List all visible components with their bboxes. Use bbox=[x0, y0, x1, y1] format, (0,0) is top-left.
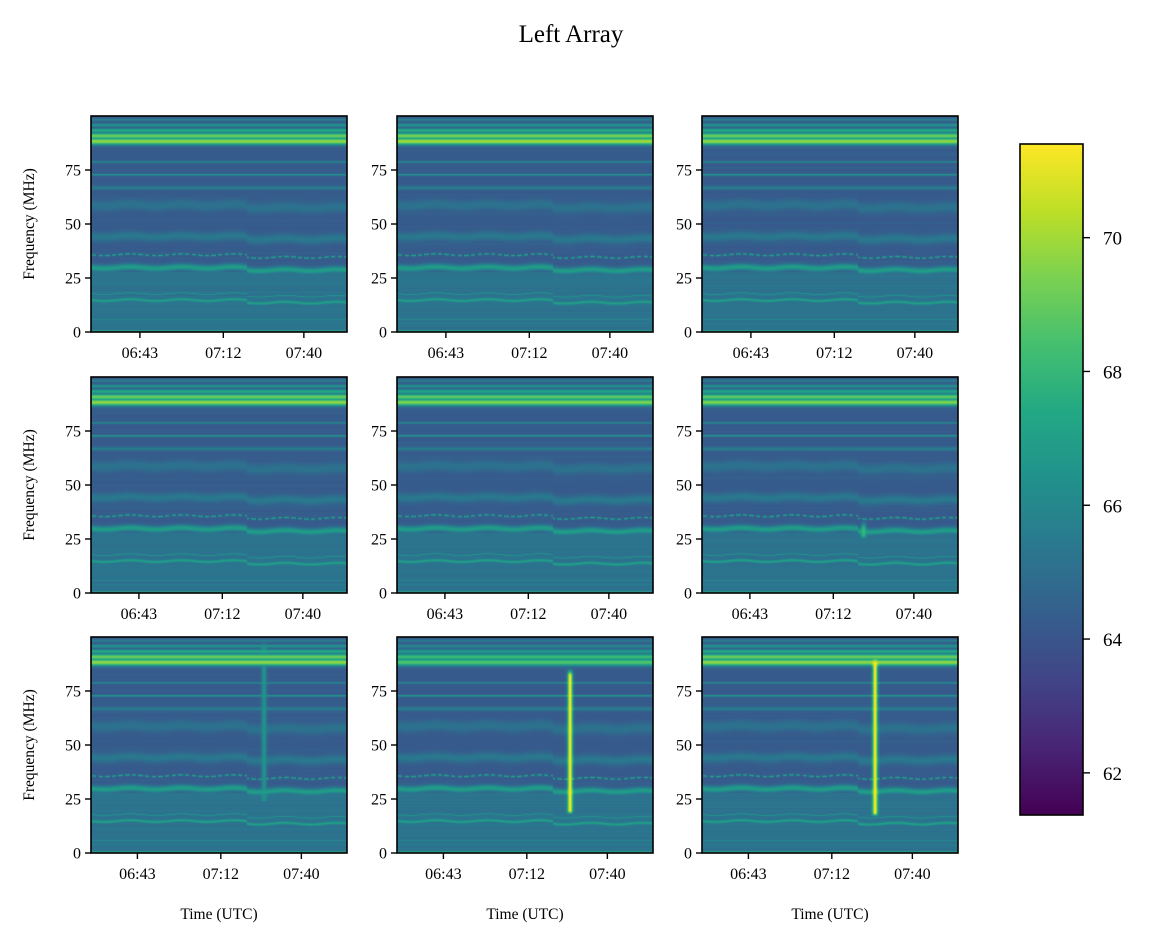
y-tick-label: 75 bbox=[65, 684, 81, 701]
y-tick-label: 0 bbox=[379, 586, 387, 603]
y-axis-label: Frequency (MHz) bbox=[21, 689, 38, 800]
x-tick-label: 07:12 bbox=[816, 345, 852, 362]
axes-frame bbox=[396, 636, 654, 854]
axes-frame bbox=[701, 376, 959, 594]
x-tick-label: 07:12 bbox=[509, 866, 545, 883]
y-tick-label: 75 bbox=[65, 424, 81, 441]
colorbar-tick-label: 66 bbox=[1103, 496, 1122, 517]
x-tick-label: 06:43 bbox=[733, 345, 769, 362]
x-tick-label: 06:43 bbox=[121, 606, 157, 623]
subplot-5: 0 25 50 75 06:43 07:12 07:40 bbox=[371, 376, 654, 623]
axes-frame bbox=[701, 636, 959, 854]
x-tick-label: 06:43 bbox=[427, 606, 463, 623]
subplot-6: 0 25 50 75 06:43 07:12 07:40 bbox=[676, 376, 959, 623]
y-tick-label: 75 bbox=[371, 684, 387, 701]
x-tick-label: 07:12 bbox=[203, 866, 239, 883]
x-tick-label: 07:40 bbox=[589, 866, 625, 883]
subplot-grid: 0 25 50 75 06:43 07:12 07:40 Frequency (MHz) 0 25… bbox=[21, 115, 959, 923]
y-tick-label: 50 bbox=[371, 217, 387, 234]
x-tick-label: 07:12 bbox=[205, 345, 241, 362]
y-tick-label: 25 bbox=[371, 792, 387, 809]
y-tick-label: 25 bbox=[371, 271, 387, 288]
y-tick-label: 50 bbox=[676, 478, 692, 495]
x-tick-label: 07:40 bbox=[894, 866, 930, 883]
y-tick-label: 0 bbox=[379, 325, 387, 342]
y-tick-label: 25 bbox=[65, 792, 81, 809]
y-tick-label: 0 bbox=[73, 586, 81, 603]
subplot-4: 0 25 50 75 06:43 07:12 07:40 Frequency (MHz) bbox=[21, 376, 348, 623]
y-tick-label: 25 bbox=[676, 792, 692, 809]
colorbar-tick-label: 70 bbox=[1103, 229, 1122, 250]
axes-frame bbox=[396, 376, 654, 594]
y-tick-label: 75 bbox=[676, 684, 692, 701]
y-tick-label: 50 bbox=[65, 738, 81, 755]
y-tick-label: 75 bbox=[371, 424, 387, 441]
subplot-2: 0 25 50 75 06:43 07:12 07:40 bbox=[371, 115, 654, 362]
x-tick-label: 07:40 bbox=[896, 606, 932, 623]
axes-frame bbox=[701, 115, 959, 333]
y-tick-label: 75 bbox=[676, 163, 692, 180]
y-tick-label: 0 bbox=[684, 586, 692, 603]
x-tick-label: 07:40 bbox=[591, 606, 627, 623]
subplot-1: 0 25 50 75 06:43 07:12 07:40 Frequency (MHz) bbox=[21, 115, 348, 362]
x-axis-label: Time (UTC) bbox=[486, 906, 563, 923]
y-tick-label: 25 bbox=[65, 271, 81, 288]
x-tick-label: 07:40 bbox=[285, 606, 321, 623]
y-tick-label: 25 bbox=[676, 271, 692, 288]
subplot-9: 0 25 50 75 06:43 07:12 07:40 Time (UTC) bbox=[676, 636, 959, 923]
y-tick-label: 0 bbox=[73, 846, 81, 863]
y-axis-label: Frequency (MHz) bbox=[21, 429, 38, 540]
y-tick-label: 0 bbox=[684, 846, 692, 863]
y-tick-label: 75 bbox=[676, 424, 692, 441]
subplot-3: 0 25 50 75 06:43 07:12 07:40 bbox=[676, 115, 959, 362]
subplot-8: 0 25 50 75 06:43 07:12 07:40 Time (UTC) bbox=[371, 636, 654, 923]
x-tick-label: 06:43 bbox=[730, 866, 766, 883]
x-axis-label: Time (UTC) bbox=[791, 906, 868, 923]
y-tick-label: 50 bbox=[65, 217, 81, 234]
figure-title: Left Array bbox=[519, 21, 624, 48]
colorbar-tick-label: 62 bbox=[1103, 764, 1122, 785]
y-tick-label: 25 bbox=[371, 532, 387, 549]
axes-frame bbox=[90, 636, 348, 854]
x-axis-label: Time (UTC) bbox=[180, 906, 257, 923]
y-tick-label: 25 bbox=[676, 532, 692, 549]
y-axis-label: Frequency (MHz) bbox=[21, 168, 38, 279]
x-tick-label: 07:40 bbox=[283, 866, 319, 883]
colorbar-tick-label: 64 bbox=[1103, 630, 1123, 651]
y-tick-label: 50 bbox=[371, 738, 387, 755]
axes-frame bbox=[90, 115, 348, 333]
x-tick-label: 06:43 bbox=[122, 345, 158, 362]
y-tick-label: 50 bbox=[676, 217, 692, 234]
x-tick-label: 07:12 bbox=[204, 606, 240, 623]
y-tick-label: 50 bbox=[65, 478, 81, 495]
axes-frame bbox=[396, 115, 654, 333]
x-tick-label: 06:43 bbox=[428, 345, 464, 362]
x-tick-label: 07:12 bbox=[814, 866, 850, 883]
y-tick-label: 0 bbox=[379, 846, 387, 863]
x-tick-label: 07:40 bbox=[286, 345, 322, 362]
x-tick-label: 07:12 bbox=[511, 345, 547, 362]
x-tick-label: 07:40 bbox=[897, 345, 933, 362]
y-tick-label: 75 bbox=[65, 163, 81, 180]
axes-frame bbox=[90, 376, 348, 594]
x-tick-label: 06:43 bbox=[425, 866, 461, 883]
y-tick-label: 50 bbox=[676, 738, 692, 755]
y-tick-label: 0 bbox=[73, 325, 81, 342]
y-tick-label: 75 bbox=[371, 163, 387, 180]
subplot-7: 0 25 50 75 06:43 07:12 07:40 Frequency (MHz) Tim… bbox=[21, 636, 348, 923]
y-tick-label: 0 bbox=[684, 325, 692, 342]
y-tick-label: 50 bbox=[371, 478, 387, 495]
x-tick-label: 07:40 bbox=[592, 345, 628, 362]
x-tick-label: 07:12 bbox=[510, 606, 546, 623]
x-tick-label: 06:43 bbox=[119, 866, 155, 883]
colorbar: 62 64 66 68 70 bbox=[1019, 143, 1123, 816]
colorbar-tick-label: 68 bbox=[1103, 362, 1122, 383]
x-tick-label: 06:43 bbox=[732, 606, 768, 623]
colorbar-ticks: 62 64 66 68 70 bbox=[1083, 229, 1123, 785]
x-tick-label: 07:12 bbox=[815, 606, 851, 623]
colorbar-gradient bbox=[1019, 143, 1084, 816]
y-tick-label: 25 bbox=[65, 532, 81, 549]
